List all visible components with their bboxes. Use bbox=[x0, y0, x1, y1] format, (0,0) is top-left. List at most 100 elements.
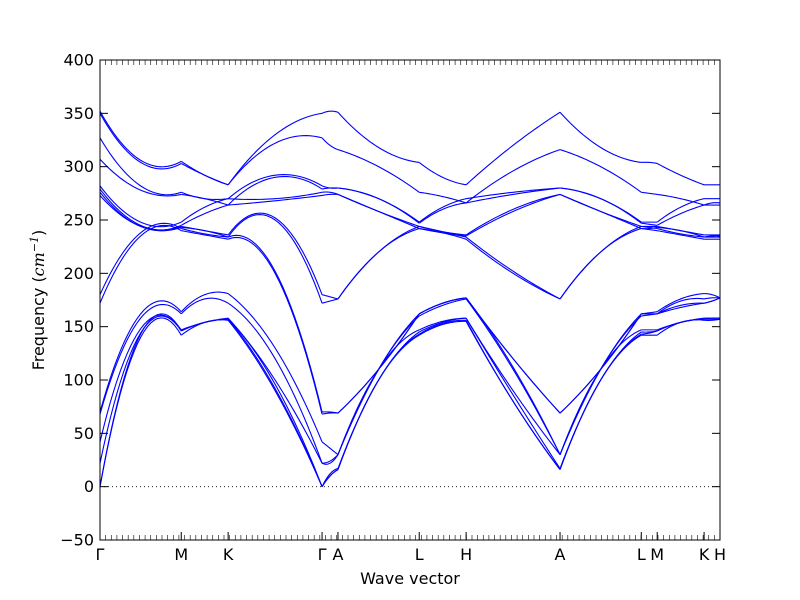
x-tick-label: Γ bbox=[318, 545, 327, 564]
band-line-seg3-band14 bbox=[321, 137, 339, 151]
band-line-seg7-band7 bbox=[559, 313, 642, 414]
band-line-seg10-band5 bbox=[704, 293, 721, 299]
band-line-seg6-band11 bbox=[465, 193, 561, 236]
x-tick-label: A bbox=[332, 545, 343, 564]
plot-frame bbox=[99, 59, 721, 541]
band-line-seg9-band4 bbox=[657, 302, 705, 315]
y-tick-label: 0 bbox=[84, 477, 94, 496]
band-line-seg7-band14 bbox=[559, 149, 642, 193]
band-line-seg5-band4 bbox=[418, 298, 467, 317]
band-line-seg3-band3 bbox=[321, 454, 339, 465]
band-line-seg4-band15 bbox=[337, 111, 420, 163]
band-line-seg4-band14 bbox=[337, 149, 420, 193]
band-line-seg5-band1 bbox=[418, 319, 467, 335]
y-tick-label: 200 bbox=[63, 264, 94, 283]
band-line-seg3-band8 bbox=[321, 298, 339, 304]
y-tick-label: 100 bbox=[63, 371, 94, 390]
band-line-seg6-band8 bbox=[465, 238, 561, 300]
band-line-seg9-band6 bbox=[656, 302, 705, 315]
band-line-seg1-band5 bbox=[180, 291, 229, 313]
y-tick-label: 50 bbox=[74, 424, 94, 443]
x-tick-label: Γ bbox=[96, 545, 105, 564]
band-line-seg4-band2 bbox=[337, 331, 420, 469]
band-line-seg9-band14 bbox=[657, 193, 705, 206]
band-line-seg6-band12 bbox=[466, 187, 561, 204]
x-tick-label: M bbox=[174, 545, 188, 564]
band-line-seg7-band2 bbox=[559, 331, 642, 469]
band-line-seg5-band14 bbox=[419, 191, 467, 204]
band-line-seg6-band3 bbox=[465, 317, 561, 456]
y-tick-label: 400 bbox=[63, 51, 94, 70]
y-axis-label-exp: −1 bbox=[28, 236, 41, 252]
band-line-seg5-band11 bbox=[419, 225, 467, 236]
band-line-seg9-band8 bbox=[657, 230, 705, 240]
y-axis-label-main: Frequency ( bbox=[29, 276, 48, 370]
x-tick-label: M bbox=[650, 545, 664, 564]
band-line-seg1-band11 bbox=[180, 198, 229, 223]
band-line-seg1-band3 bbox=[181, 317, 229, 331]
band-line-seg1-band7 bbox=[181, 227, 229, 238]
band-line-seg4-band7 bbox=[337, 313, 420, 414]
band-line-seg1-band10 bbox=[180, 204, 229, 226]
band-line-seg4-band13 bbox=[337, 187, 420, 223]
band-line-seg9-band5 bbox=[656, 293, 705, 313]
y-axis-label-close: ) bbox=[29, 230, 48, 236]
band-line-seg0-band4 bbox=[99, 303, 182, 415]
band-line-seg0-band15 bbox=[99, 110, 182, 168]
band-line-seg2-band9 bbox=[227, 212, 323, 295]
band-line-seg5-band10 bbox=[419, 227, 467, 237]
band-line-seg4-band9 bbox=[337, 225, 420, 300]
band-line-seg2-band1 bbox=[227, 318, 323, 487]
band-line-seg3-band11 bbox=[321, 191, 339, 195]
band-line-seg0-band9 bbox=[99, 191, 182, 232]
band-line-seg6-band7 bbox=[465, 297, 561, 414]
y-tick-label: 250 bbox=[63, 211, 94, 230]
band-line-seg2-band13 bbox=[227, 174, 323, 200]
band-line-seg3-band2 bbox=[321, 467, 339, 487]
band-line-seg2-band10 bbox=[228, 194, 323, 206]
band-line-seg10-band14 bbox=[703, 202, 721, 206]
band-line-seg2-band11 bbox=[228, 191, 323, 201]
band-line-seg5-band7 bbox=[418, 297, 467, 315]
band-line-seg8-band10 bbox=[641, 226, 658, 230]
x-tick-label: H bbox=[714, 545, 726, 564]
band-line-seg6-band9 bbox=[465, 236, 561, 300]
band-line-seg0-band11 bbox=[99, 185, 182, 228]
band-line-seg9-band11 bbox=[657, 225, 705, 236]
band-line-seg9-band9 bbox=[657, 227, 705, 238]
band-line-seg1-band6 bbox=[181, 230, 229, 240]
x-tick-label: H bbox=[460, 545, 472, 564]
x-tick-label: A bbox=[555, 545, 566, 564]
band-line-seg3-band13 bbox=[321, 185, 339, 189]
band-line-seg2-band12 bbox=[227, 175, 323, 206]
band-line-seg2-band15 bbox=[227, 112, 323, 186]
band-line-seg2-band6 bbox=[227, 236, 323, 415]
band-line-seg1-band15 bbox=[180, 160, 229, 186]
y-axis-label: Frequency (cm−1) bbox=[28, 230, 49, 371]
x-tick-label: L bbox=[637, 545, 646, 564]
band-line-seg8-band14 bbox=[641, 191, 658, 195]
band-line-seg6-band13 bbox=[466, 187, 561, 200]
band-line-seg8-band12 bbox=[641, 222, 658, 226]
band-line-seg1-band4 bbox=[180, 297, 229, 315]
band-line-seg2-band3 bbox=[227, 317, 323, 464]
band-line-seg2-band14 bbox=[227, 135, 323, 186]
band-line-seg9-band12 bbox=[656, 204, 705, 226]
band-line-seg5-band3 bbox=[418, 317, 467, 331]
band-line-seg3-band7 bbox=[322, 411, 339, 414]
y-tick-label: 300 bbox=[63, 157, 94, 176]
y-axis-label-unit: cm bbox=[29, 252, 48, 276]
y-tick-label: 350 bbox=[63, 104, 94, 123]
band-line-seg9-band3 bbox=[657, 317, 705, 331]
band-line-seg1-band9 bbox=[181, 225, 229, 236]
band-line-seg0-band14 bbox=[99, 113, 182, 170]
band-line-seg3-band5 bbox=[321, 441, 339, 456]
x-tick-label: K bbox=[699, 545, 710, 564]
band-line-seg0-band13 bbox=[99, 137, 182, 196]
band-line-seg0-band7 bbox=[99, 222, 182, 295]
x-axis-label: Wave vector bbox=[360, 569, 460, 588]
y-tick-label: 150 bbox=[63, 317, 94, 336]
band-line-seg7-band9 bbox=[559, 225, 642, 300]
